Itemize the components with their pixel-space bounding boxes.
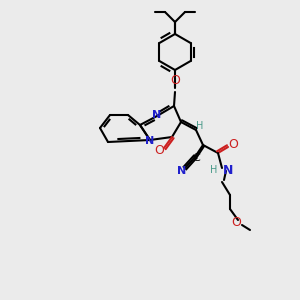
Text: N: N	[152, 110, 162, 120]
Text: C: C	[192, 153, 200, 163]
Text: N: N	[177, 166, 187, 176]
Text: N: N	[146, 136, 154, 146]
Text: H: H	[210, 165, 217, 175]
Text: H: H	[196, 121, 204, 131]
Text: N: N	[223, 164, 233, 176]
Text: O: O	[231, 215, 241, 229]
Text: O: O	[154, 143, 164, 157]
Text: O: O	[170, 74, 180, 86]
Text: O: O	[228, 139, 238, 152]
